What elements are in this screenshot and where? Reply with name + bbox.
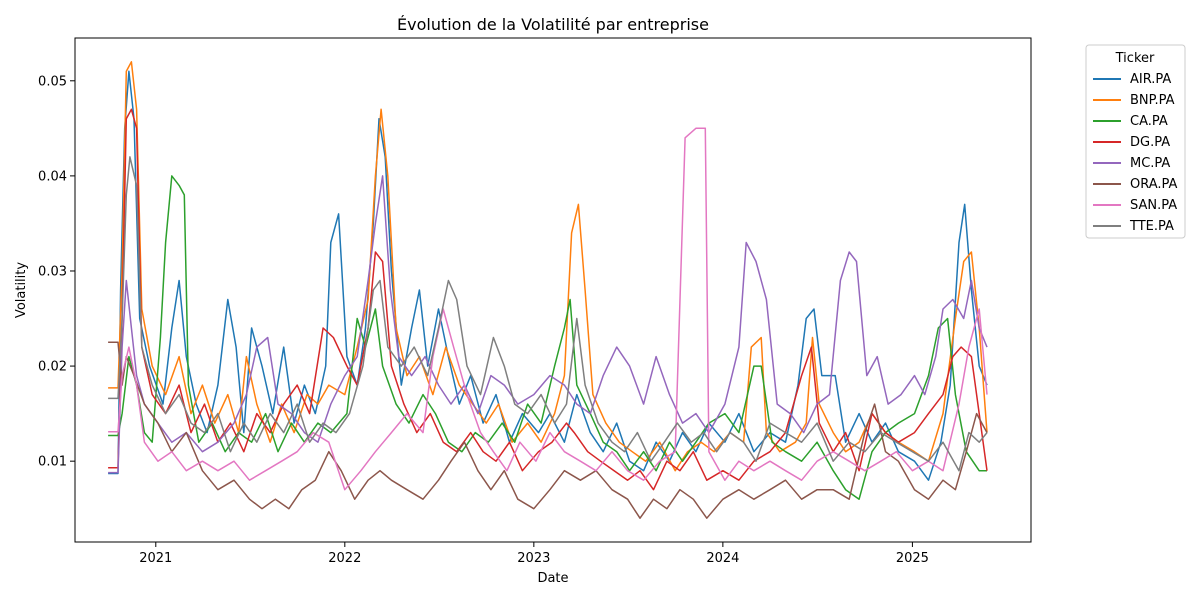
y-tick-label: 0.03 xyxy=(38,264,67,279)
x-axis: 2021 2022 2023 2024 2025 xyxy=(139,542,929,566)
y-axis: 0.01 0.02 0.03 0.04 0.05 xyxy=(38,74,75,470)
legend-label-tte-pa: TTE.PA xyxy=(1129,219,1174,234)
plot-area xyxy=(74,37,1032,543)
legend-label-dg-pa: DG.PA xyxy=(1130,135,1170,150)
x-axis-label: Date xyxy=(537,571,568,586)
x-tick-label: 2025 xyxy=(896,551,929,566)
series-line-ca-pa xyxy=(108,175,987,500)
y-tick-label: 0.01 xyxy=(38,455,67,470)
legend-title: Ticker xyxy=(1115,51,1155,66)
legend-frame xyxy=(1085,44,1186,239)
legend-label-ca-pa: CA.PA xyxy=(1130,114,1168,129)
legend: Ticker AIR.PA BNP.PA CA.PA DG.PA MC.PA ORA.PA… xyxy=(1085,44,1186,239)
plot-frame xyxy=(74,37,1032,543)
series-line-san-pa xyxy=(108,127,988,491)
x-tick-label: 2021 xyxy=(139,551,172,566)
legend-label-mc-pa: MC.PA xyxy=(1130,156,1170,171)
y-axis-label: Volatility xyxy=(14,262,29,318)
legend-label-air-pa: AIR.PA xyxy=(1130,72,1171,87)
x-tick-label: 2022 xyxy=(328,551,361,566)
series-line-tte-pa xyxy=(108,156,988,472)
series-line-bnp-pa xyxy=(108,61,988,472)
chart-title: Évolution de la Volatilité par entrepris… xyxy=(397,15,709,34)
legend-label-bnp-pa: BNP.PA xyxy=(1130,93,1175,108)
y-tick-label: 0.05 xyxy=(38,74,67,89)
series-line-ora-pa xyxy=(108,341,988,519)
x-tick-label: 2024 xyxy=(706,551,739,566)
y-tick-label: 0.04 xyxy=(38,169,67,184)
y-tick-label: 0.02 xyxy=(38,360,67,375)
x-tick-label: 2023 xyxy=(517,551,550,566)
legend-label-ora-pa: ORA.PA xyxy=(1130,177,1178,192)
legend-label-san-pa: SAN.PA xyxy=(1130,198,1177,213)
series-line-mc-pa xyxy=(108,175,988,474)
